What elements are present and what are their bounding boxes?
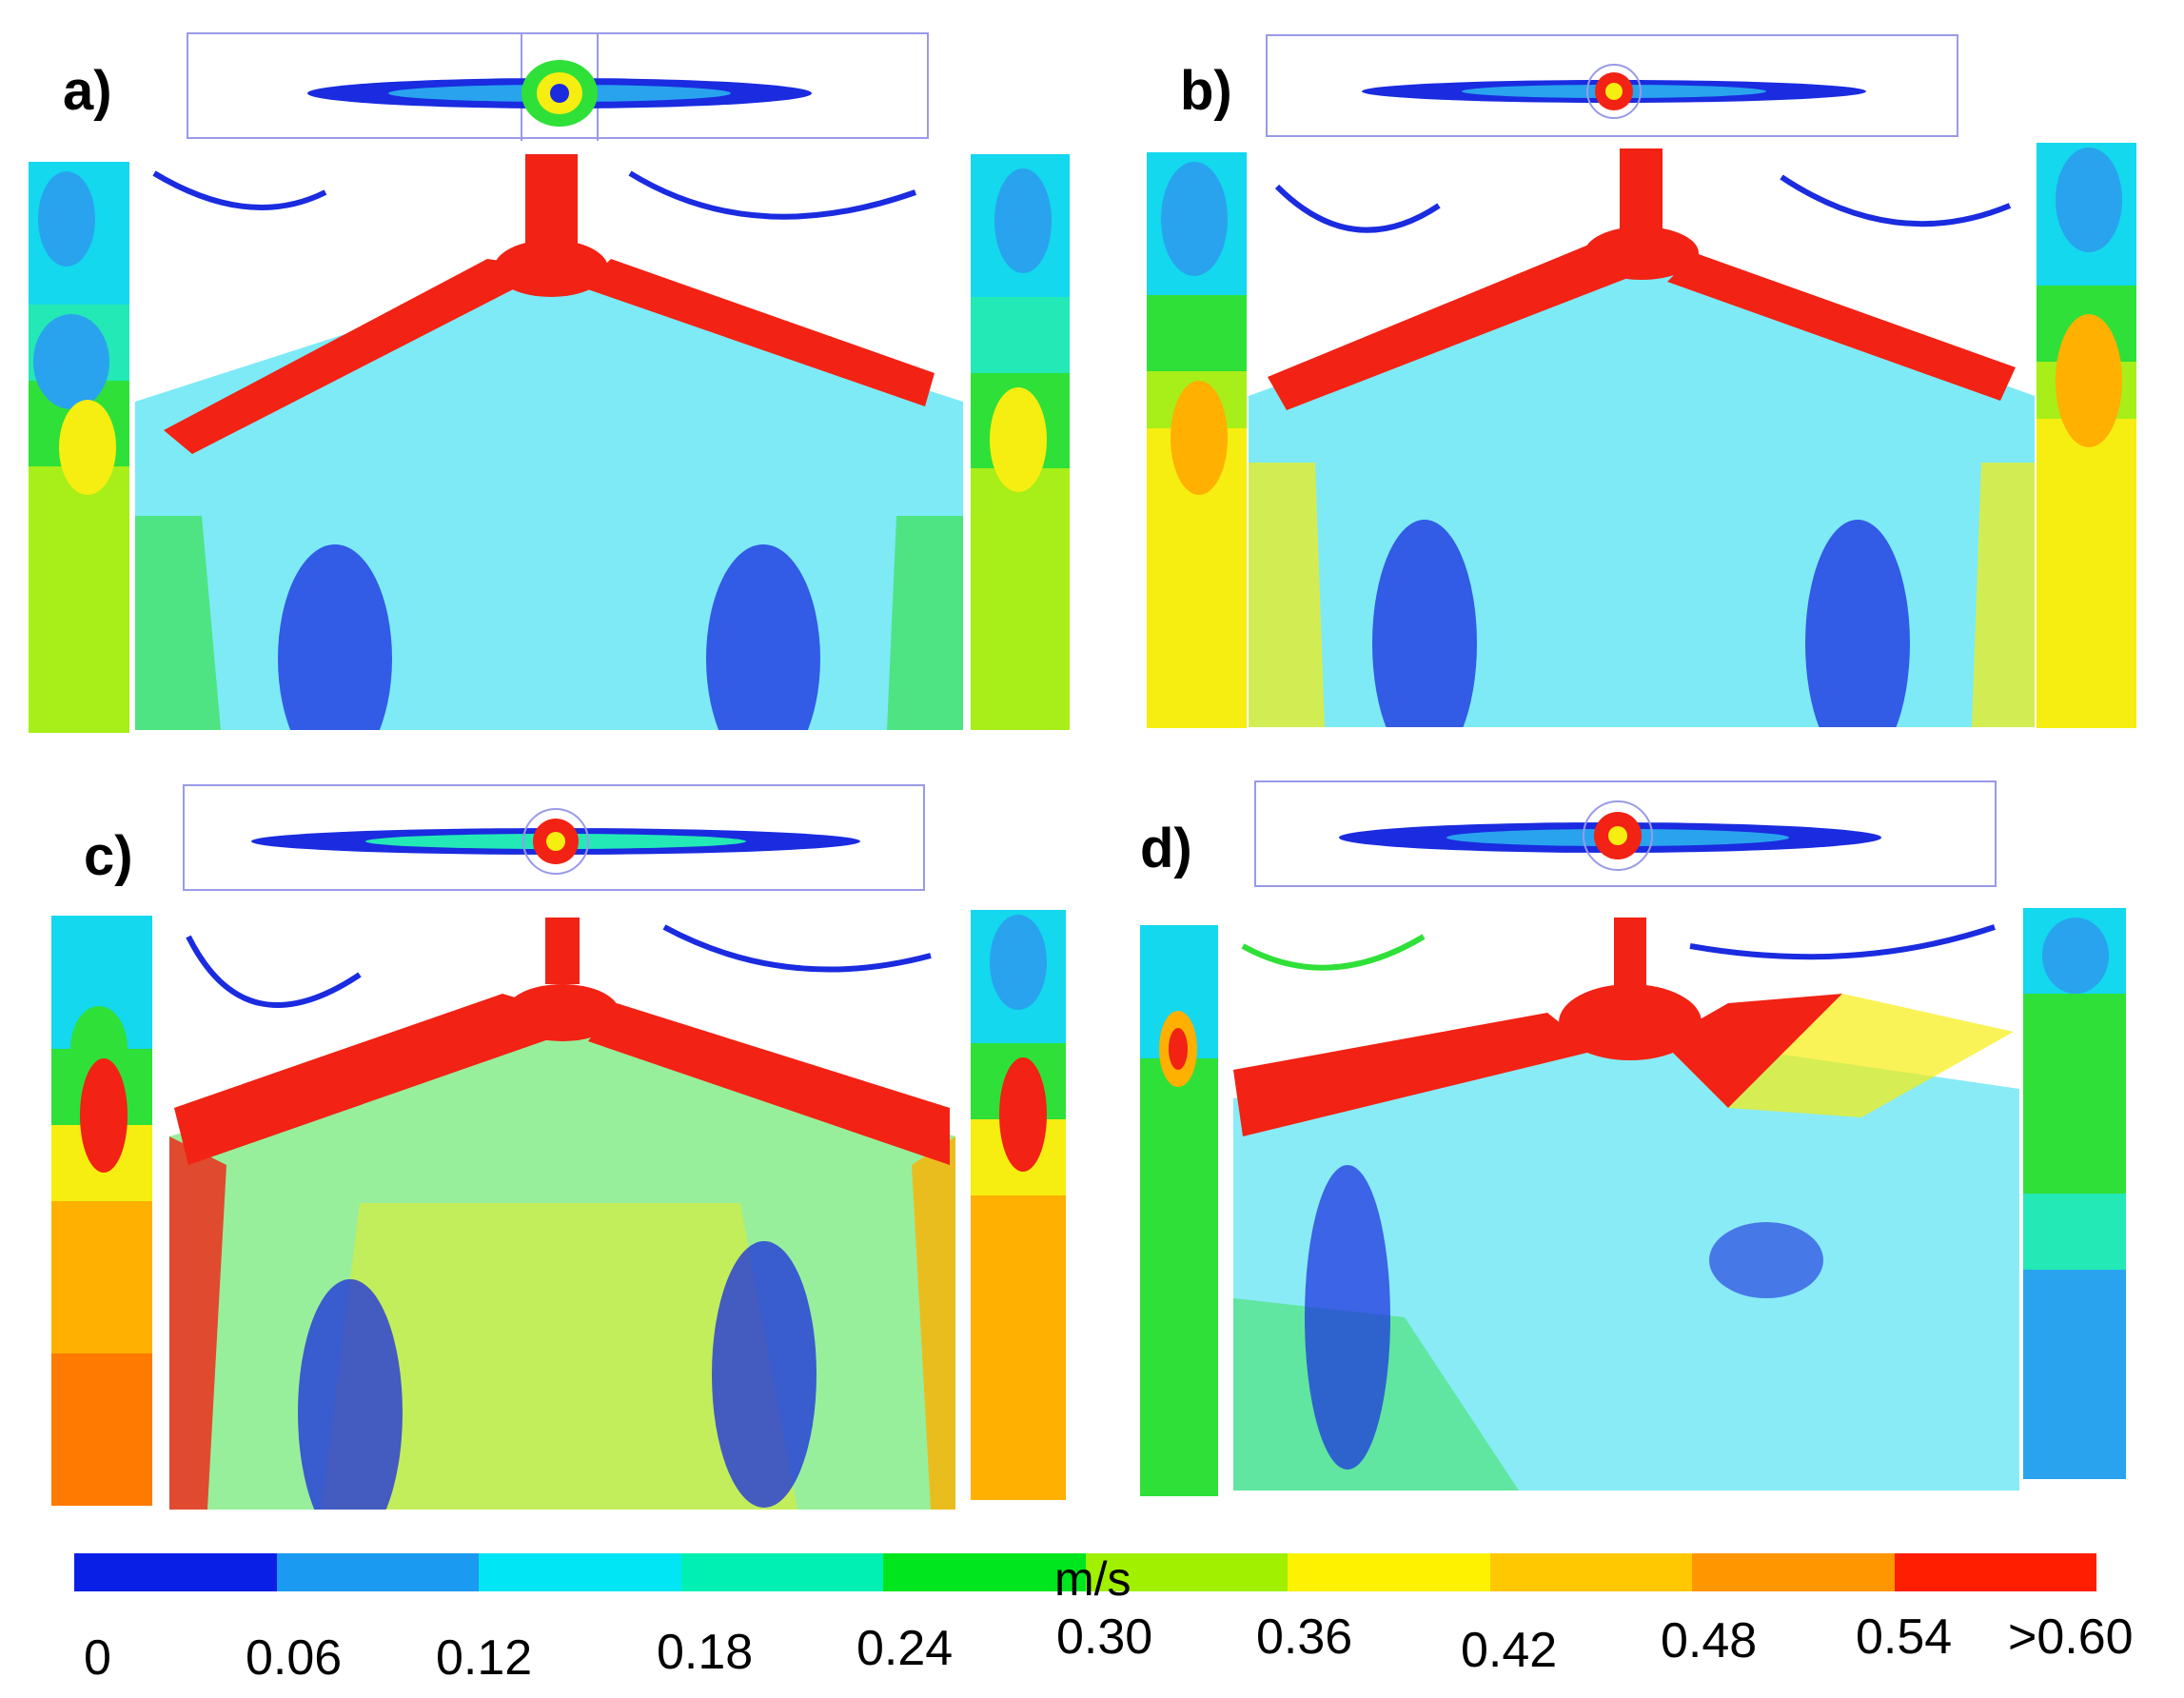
top-view-c	[183, 784, 925, 891]
colorbar-tick-label: 0.36	[1256, 1609, 1353, 1665]
top-view-d	[1254, 780, 1997, 887]
colorbar-segment	[1288, 1553, 1490, 1591]
colorbar-segment	[1489, 1553, 1692, 1591]
colorbar-segment	[1692, 1553, 1895, 1591]
colorbar-tick-label: 0.18	[657, 1625, 754, 1680]
side-contour-left-b	[1147, 152, 1247, 728]
panel-label-d: d)	[1140, 818, 1192, 879]
velocity-colorbar	[74, 1553, 2096, 1591]
side-contour-right-a	[971, 154, 1070, 730]
impeller-top-view-c	[251, 808, 860, 875]
colorbar-tick-label: >0.60	[2008, 1609, 2134, 1665]
colorbar-segment	[276, 1553, 479, 1591]
side-contour-left-c	[51, 916, 152, 1506]
colorbar-tick-label: 0.06	[246, 1630, 343, 1686]
top-view-a	[187, 32, 929, 141]
colorbar-tick-label: 0.42	[1461, 1623, 1558, 1678]
panel-label-a: a)	[63, 60, 112, 122]
panel-label-b: b)	[1180, 60, 1232, 122]
side-contour-left-a	[29, 162, 129, 733]
colorbar-segment	[680, 1553, 883, 1591]
velocity-vector-field-d	[1233, 918, 2019, 1491]
colorbar-segment	[1894, 1553, 2096, 1591]
impeller-top-view-b	[1362, 64, 1866, 119]
colorbar-tick-label: 0	[84, 1630, 111, 1686]
colorbar-segment	[479, 1553, 681, 1591]
panel-label-c: c)	[84, 825, 133, 887]
colorbar-tick-label: 0.54	[1856, 1609, 1953, 1665]
top-view-b	[1266, 34, 1958, 137]
velocity-vector-field-b	[1249, 148, 2035, 727]
colorbar-tick-label: 0.12	[436, 1630, 533, 1686]
colorbar-segment	[74, 1553, 277, 1591]
side-contour-right-b	[2036, 143, 2136, 728]
side-contour-right-c	[971, 910, 1066, 1500]
side-contour-right-d	[2023, 908, 2126, 1479]
velocity-vector-field-a	[135, 154, 963, 730]
colorbar-segment	[883, 1553, 1086, 1591]
colorbar-tick-label: 0.24	[856, 1621, 954, 1676]
colorbar-tick-label: 0.30	[1056, 1609, 1153, 1665]
colorbar-segment	[1085, 1553, 1288, 1591]
velocity-vector-field-c	[169, 918, 955, 1510]
side-contour-left-d	[1140, 925, 1218, 1496]
colorbar-tick-label: 0.48	[1661, 1613, 1758, 1668]
colorbar-unit: m/s	[1054, 1552, 1131, 1606]
impeller-top-view-a	[307, 34, 812, 141]
impeller-top-view-d	[1339, 800, 1881, 871]
